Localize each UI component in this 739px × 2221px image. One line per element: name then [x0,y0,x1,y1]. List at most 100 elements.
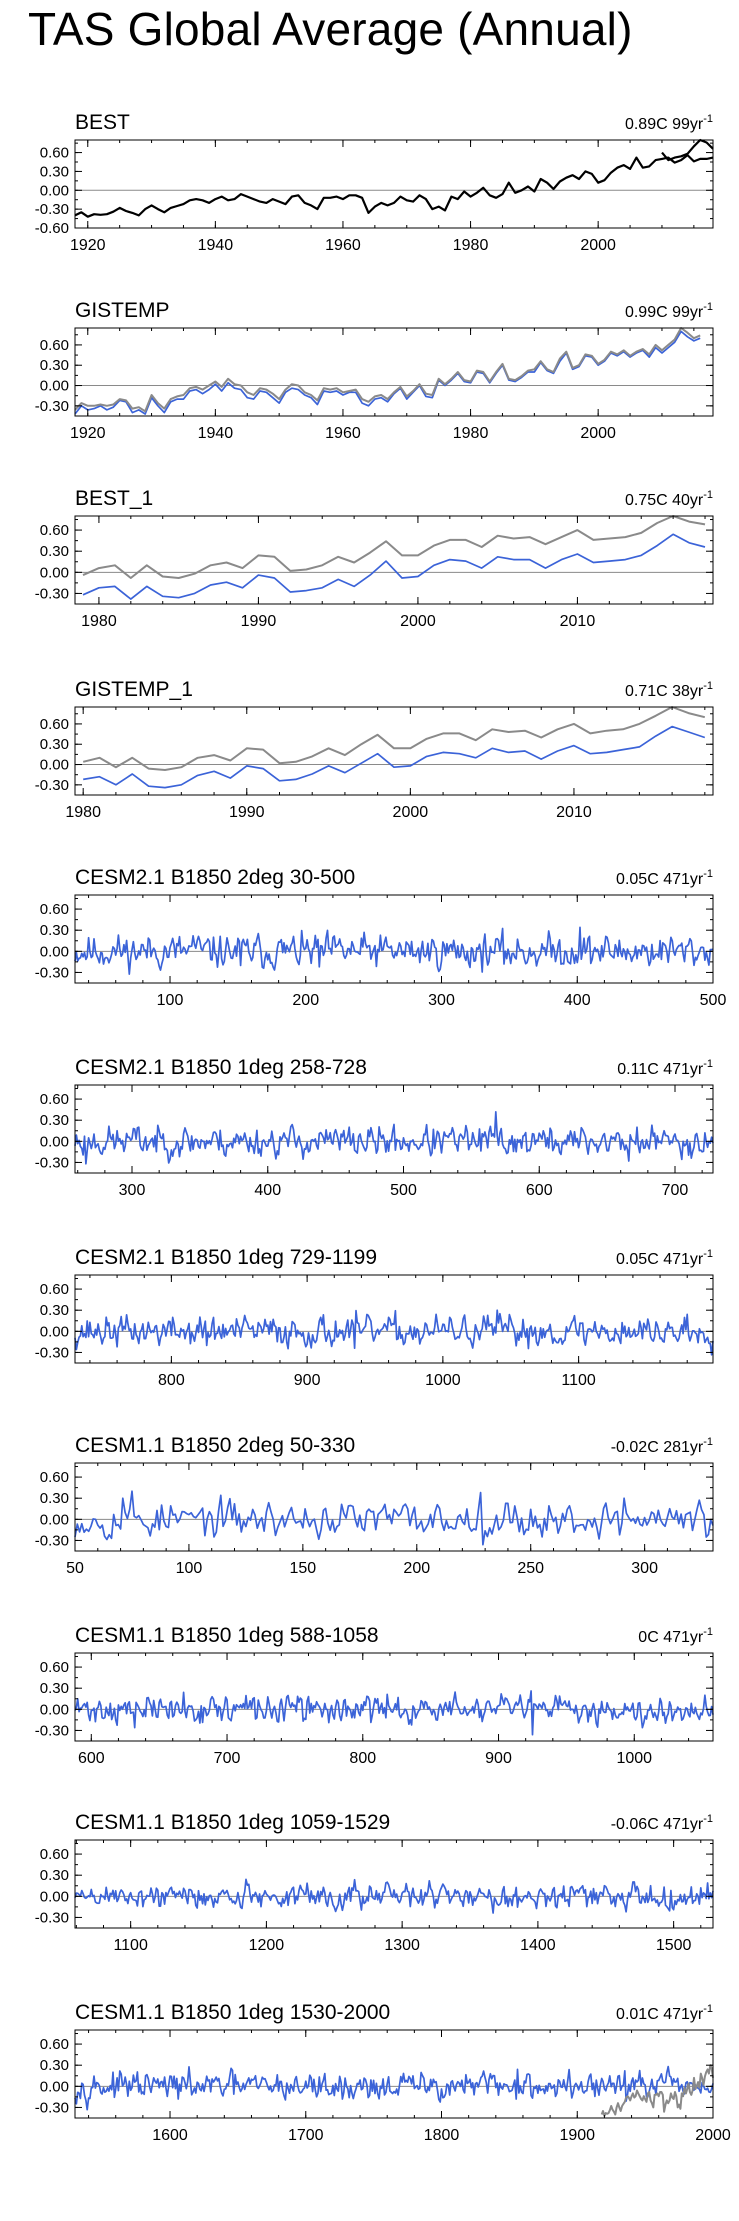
trend-value: 0.05C 471yr [616,871,704,888]
x-tick-label: 2000 [580,425,616,442]
plot-frame [74,894,714,984]
trend-label: 0.01C 471yr-1 [616,2003,713,2023]
panel-title: CESM2.1 B1850 1deg 258-728 [75,1056,367,1079]
y-tick-label: -0.30 [35,1722,69,1739]
x-tick-label: 200 [292,992,319,1009]
x-tick-label: 1600 [152,2127,188,2144]
trend-value: 0.89C 99yr [625,116,704,133]
y-tick-label: 0.30 [40,922,69,939]
series-line [74,1309,714,1356]
plot-frame [74,327,714,417]
trend-value: 0.75C 40yr [625,492,704,509]
series-line [83,725,706,789]
y-tick-label: 0.60 [40,1281,69,1298]
chart-panel: BEST_1 0.75C 40yr-1 0.60 0.30 0.00 -0.30 1980 1… [35,487,714,630]
y-tick-label: -0.30 [35,398,69,415]
trend-superscript: -1 [703,1626,713,1638]
y-tick-label: 0.60 [40,716,69,733]
trend-label: 0.99C 99yr-1 [625,301,713,321]
plot-frame [74,1274,714,1364]
series-line [600,2064,714,2117]
panel-title: CESM1.1 B1850 2deg 50-330 [75,1434,355,1457]
chart-panel: CESM2.1 B1850 1deg 729-1199 0.05C 471yr-1… [35,1246,714,1389]
x-tick-label: 1100 [561,1372,596,1389]
x-tick-label: 2000 [695,2127,731,2144]
x-tick-label: 1980 [81,613,117,630]
x-tick-label: 500 [390,1182,417,1199]
x-tick-label: 1990 [241,613,277,630]
y-tick-label: 0.30 [40,1867,69,1884]
trend-superscript: -1 [703,868,713,880]
y-tick-label: 0.60 [40,2036,69,2053]
x-tick-label: 1960 [325,425,361,442]
figure-title: TAS Global Average (Annual) [28,3,633,55]
series-line [82,515,706,579]
y-tick-label: 0.00 [40,1888,69,1905]
x-tick-label: 800 [158,1372,185,1389]
panel-title: BEST_1 [75,487,153,510]
x-tick-label: 1940 [198,425,234,442]
y-tick-label: -0.30 [35,1154,69,1171]
series-line [74,1490,714,1546]
panel-title: CESM1.1 B1850 1deg 588-1058 [75,1624,379,1647]
series-line [74,1690,714,1736]
y-tick-label: -0.30 [35,964,69,981]
series-line [82,533,706,600]
x-tick-label: 1980 [65,804,101,821]
x-tick-label: 100 [176,1560,203,1577]
series-line [74,327,701,413]
y-tick-label: 0.00 [40,1701,69,1718]
trend-value: 0C 471yr [638,1629,704,1646]
x-tick-label: 1000 [616,1750,652,1767]
chart-panel: GISTEMP 0.99C 99yr-1 0.60 0.30 0.00 -0.301920… [35,299,714,442]
y-tick-label: 0.30 [40,2057,69,2074]
x-tick-label: 400 [254,1182,281,1199]
trend-label: 0.89C 99yr-1 [625,113,713,133]
y-tick-label: -0.30 [35,585,69,602]
y-tick-label: -0.60 [35,220,69,237]
x-tick-label: 1300 [384,1937,420,1954]
x-tick-label: 1940 [198,237,234,254]
trend-value: 0.99C 99yr [625,304,704,321]
y-tick-label: 0.30 [40,357,69,374]
panel-title: GISTEMP_1 [75,678,193,701]
x-tick-label: 1990 [229,804,265,821]
y-tick-label: 0.00 [40,1323,69,1340]
y-tick-label: -0.30 [35,777,69,794]
trend-superscript: -1 [703,1248,713,1260]
y-tick-label: 0.00 [40,1133,69,1150]
trend-superscript: -1 [703,1436,713,1448]
x-tick-label: 150 [290,1560,317,1577]
chart-panel: CESM1.1 B1850 2deg 50-330 -0.02C 281yr-1 0… [35,1434,714,1577]
trend-label: -0.02C 281yr-1 [611,1436,713,1456]
plot-frame [74,1084,714,1174]
trend-label: -0.06C 471yr-1 [611,1813,713,1833]
chart-panel: CESM2.1 B1850 1deg 258-728 0.11C 471yr-10… [35,1056,714,1199]
x-tick-label: 1100 [113,1937,148,1954]
plot-frame [74,1652,714,1742]
panel-title: CESM2.1 B1850 1deg 729-1199 [75,1246,377,1269]
series-line [82,706,706,771]
x-tick-label: 600 [78,1750,105,1767]
y-tick-label: 0.00 [40,757,69,774]
y-tick-label: 0.60 [40,1091,69,1108]
x-tick-label: 700 [662,1182,689,1199]
trend-superscript: -1 [703,489,713,501]
x-tick-label: 900 [485,1750,512,1767]
trend-label: 0.05C 471yr-1 [616,868,713,888]
x-tick-label: 1980 [453,237,489,254]
trend-superscript: -1 [703,2003,713,2015]
trend-value: -0.02C 281yr [611,1439,704,1456]
x-tick-label: 1980 [453,425,489,442]
y-tick-label: 0.30 [40,1680,69,1697]
trend-label: 0.05C 471yr-1 [616,1248,713,1268]
x-tick-label: 200 [403,1560,430,1577]
plot-frame [74,1839,714,1929]
x-tick-label: 700 [214,1750,241,1767]
x-tick-label: 100 [157,992,184,1009]
series-line [74,2065,714,2111]
y-tick-label: 0.00 [40,2078,69,2095]
trend-label: 0.71C 38yr-1 [625,680,713,700]
x-tick-label: 1200 [249,1937,285,1954]
y-tick-label: 0.00 [40,943,69,960]
